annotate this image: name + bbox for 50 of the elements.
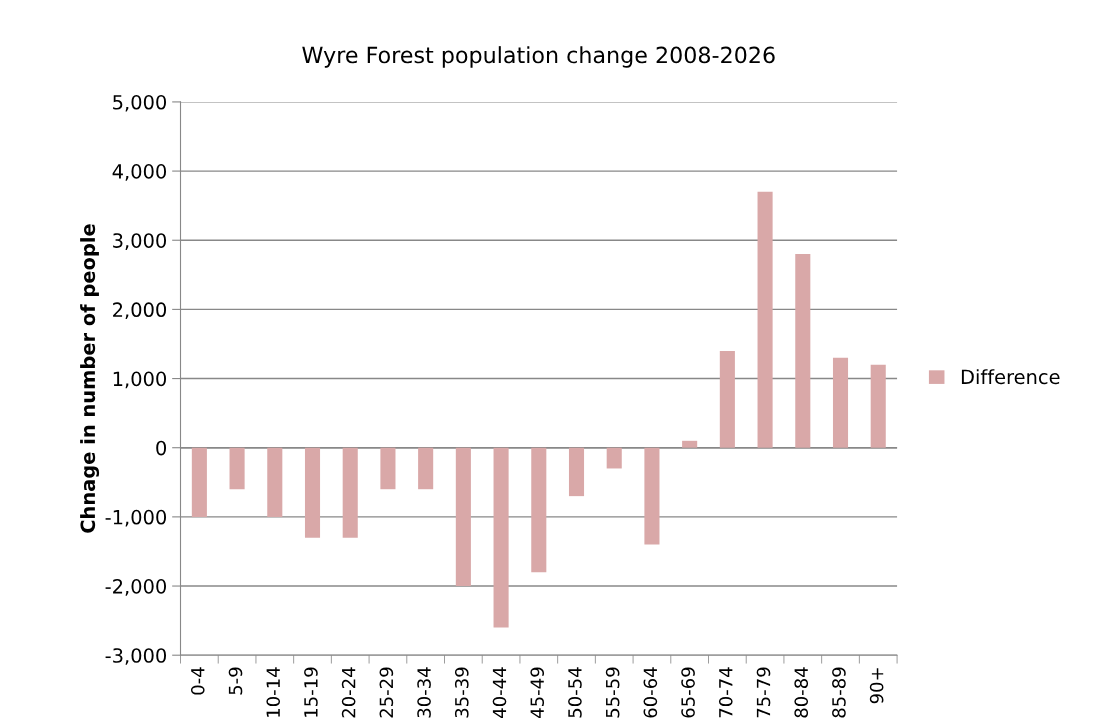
bar [606,447,622,469]
x-tick-label: 40-44 [492,667,507,718]
bar [682,440,698,448]
bar [304,447,321,538]
x-tick-label: 25-29 [379,667,394,718]
bar [531,447,547,573]
x-tick-label: 80-84 [794,667,809,718]
x-tick-label: 45-49 [530,667,545,718]
bar [342,447,358,538]
x-tick-label: 90+ [869,668,884,704]
bar [870,364,886,448]
y-tick-label: -3,000 [105,648,167,665]
x-tick-label: 85-89 [832,667,846,718]
x-tick-label: 15-19 [304,667,318,717]
bar [455,447,471,587]
legend-label: Difference [961,369,1060,385]
x-tick-label: 55-59 [605,667,620,718]
x-tick-label: 70-74 [718,667,733,718]
bar [832,357,849,448]
x-tick-label: 5-9 [228,667,243,695]
y-tick-label: 5,000 [113,94,167,112]
bar [644,447,660,545]
bar [418,447,434,490]
y-tick-label: 3,000 [113,233,167,250]
x-tick-label: 0-4 [190,667,205,695]
y-tick-label: 1,000 [113,371,167,389]
y-tick-label: 2,000 [113,302,167,320]
x-tick-label: 30-34 [417,667,431,718]
x-tick-label: 10-14 [266,667,281,717]
y-axis-title: Chnage in number of people [80,224,100,533]
bar [493,447,509,628]
bar [568,447,585,497]
bar [229,447,245,490]
y-tick-label: 0 [156,440,167,456]
x-tick-label: 60-64 [643,667,658,718]
y-tick-label: 4,000 [112,164,167,181]
x-tick-label: 20-24 [341,667,356,718]
bar [757,191,773,448]
y-tick-label: -2,000 [105,579,167,596]
bar [795,254,811,448]
chart-title: Wyre Forest population change 2008-2026 [302,46,775,68]
bar [267,447,283,517]
bar [380,447,396,490]
x-tick-label: 35-39 [454,667,469,718]
x-tick-label: 50-54 [568,667,582,718]
y-tick-label: -1,000 [105,509,167,527]
x-tick-label: 65-69 [681,667,695,718]
bar [719,350,735,448]
bar [191,447,207,517]
x-tick-label: 75-79 [756,667,771,718]
